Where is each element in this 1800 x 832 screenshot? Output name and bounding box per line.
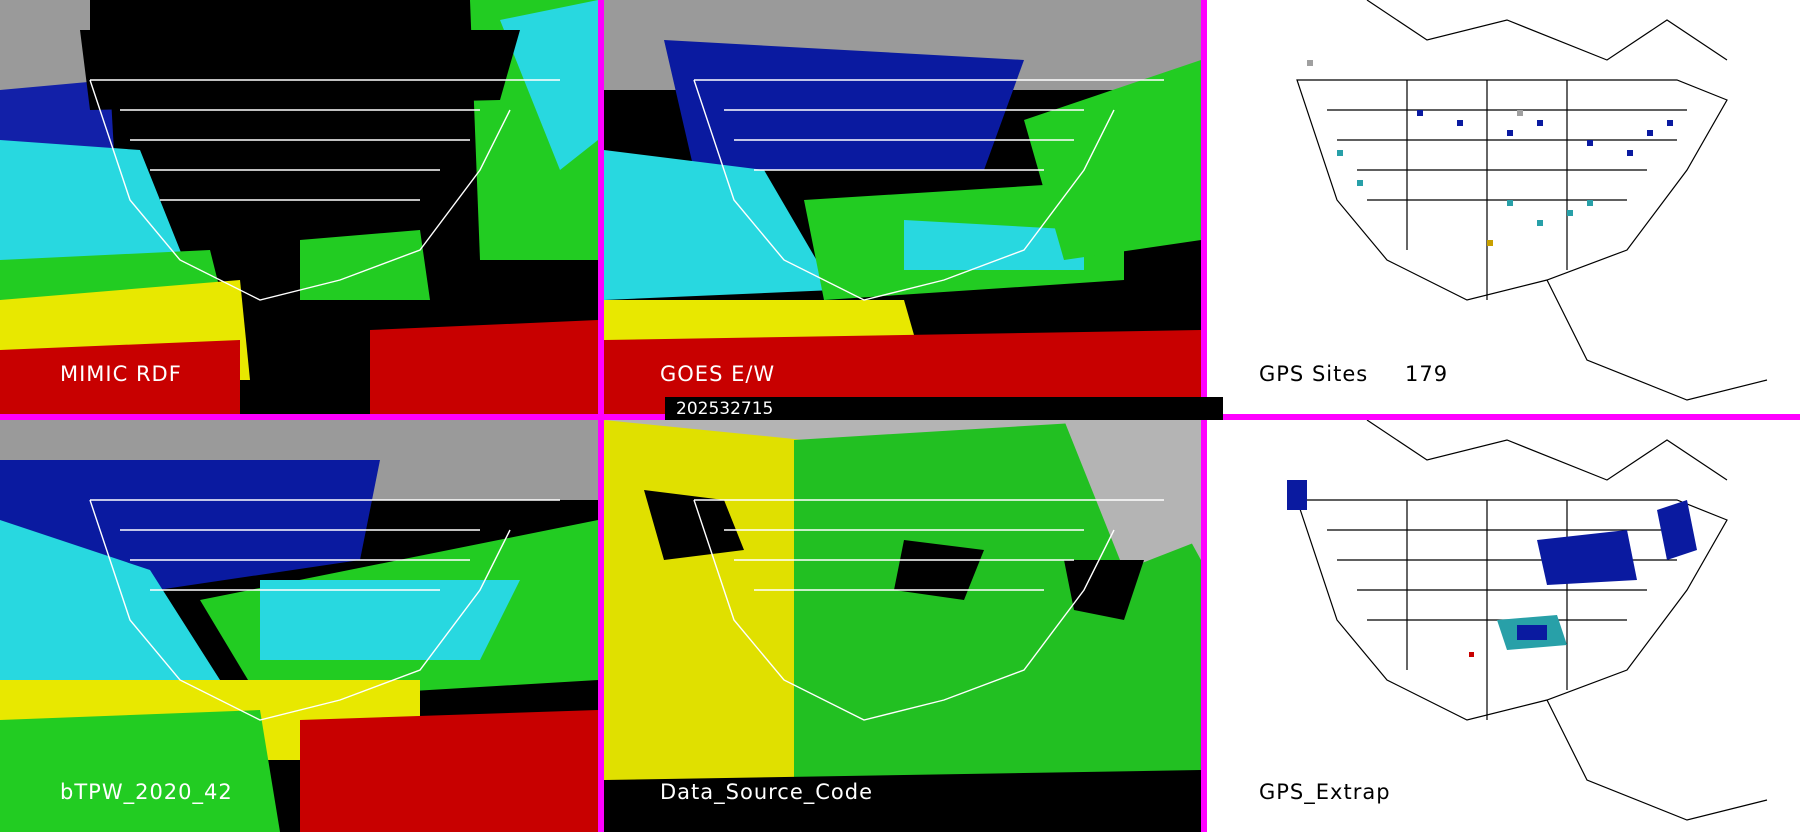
goes-map — [604, 0, 1201, 414]
panel-label: GPS_Extrap — [1259, 780, 1391, 804]
gps-sites-map — [1207, 0, 1800, 414]
timestamp: 202532715 — [676, 399, 774, 419]
panel-label: bTPW_2020_42 — [60, 780, 233, 804]
timestamp-bar — [665, 397, 1223, 420]
panel-gps-sites: GPS Sites 179 — [1207, 0, 1800, 414]
panel-data-source-code: Data_Source_Code — [604, 420, 1201, 832]
panel-label: MIMIC RDF — [60, 362, 182, 386]
panel-label: Data_Source_Code — [660, 780, 874, 804]
panel-label: GOES E/W — [660, 362, 776, 386]
panel-gps-extrap: GPS_Extrap — [1207, 420, 1800, 832]
panel-mimic-rdf: MIMIC RDF — [0, 0, 598, 414]
mimic-map — [0, 0, 598, 414]
panel-label: GPS Sites — [1259, 362, 1369, 386]
btpw-map — [0, 420, 598, 832]
panel-goes-ew: GOES E/W — [604, 0, 1201, 414]
panel-btpw: bTPW_2020_42 — [0, 420, 598, 832]
gps-site-count: 179 — [1405, 362, 1449, 386]
gps-extrap-map — [1207, 420, 1800, 832]
data-source-map — [604, 420, 1201, 832]
